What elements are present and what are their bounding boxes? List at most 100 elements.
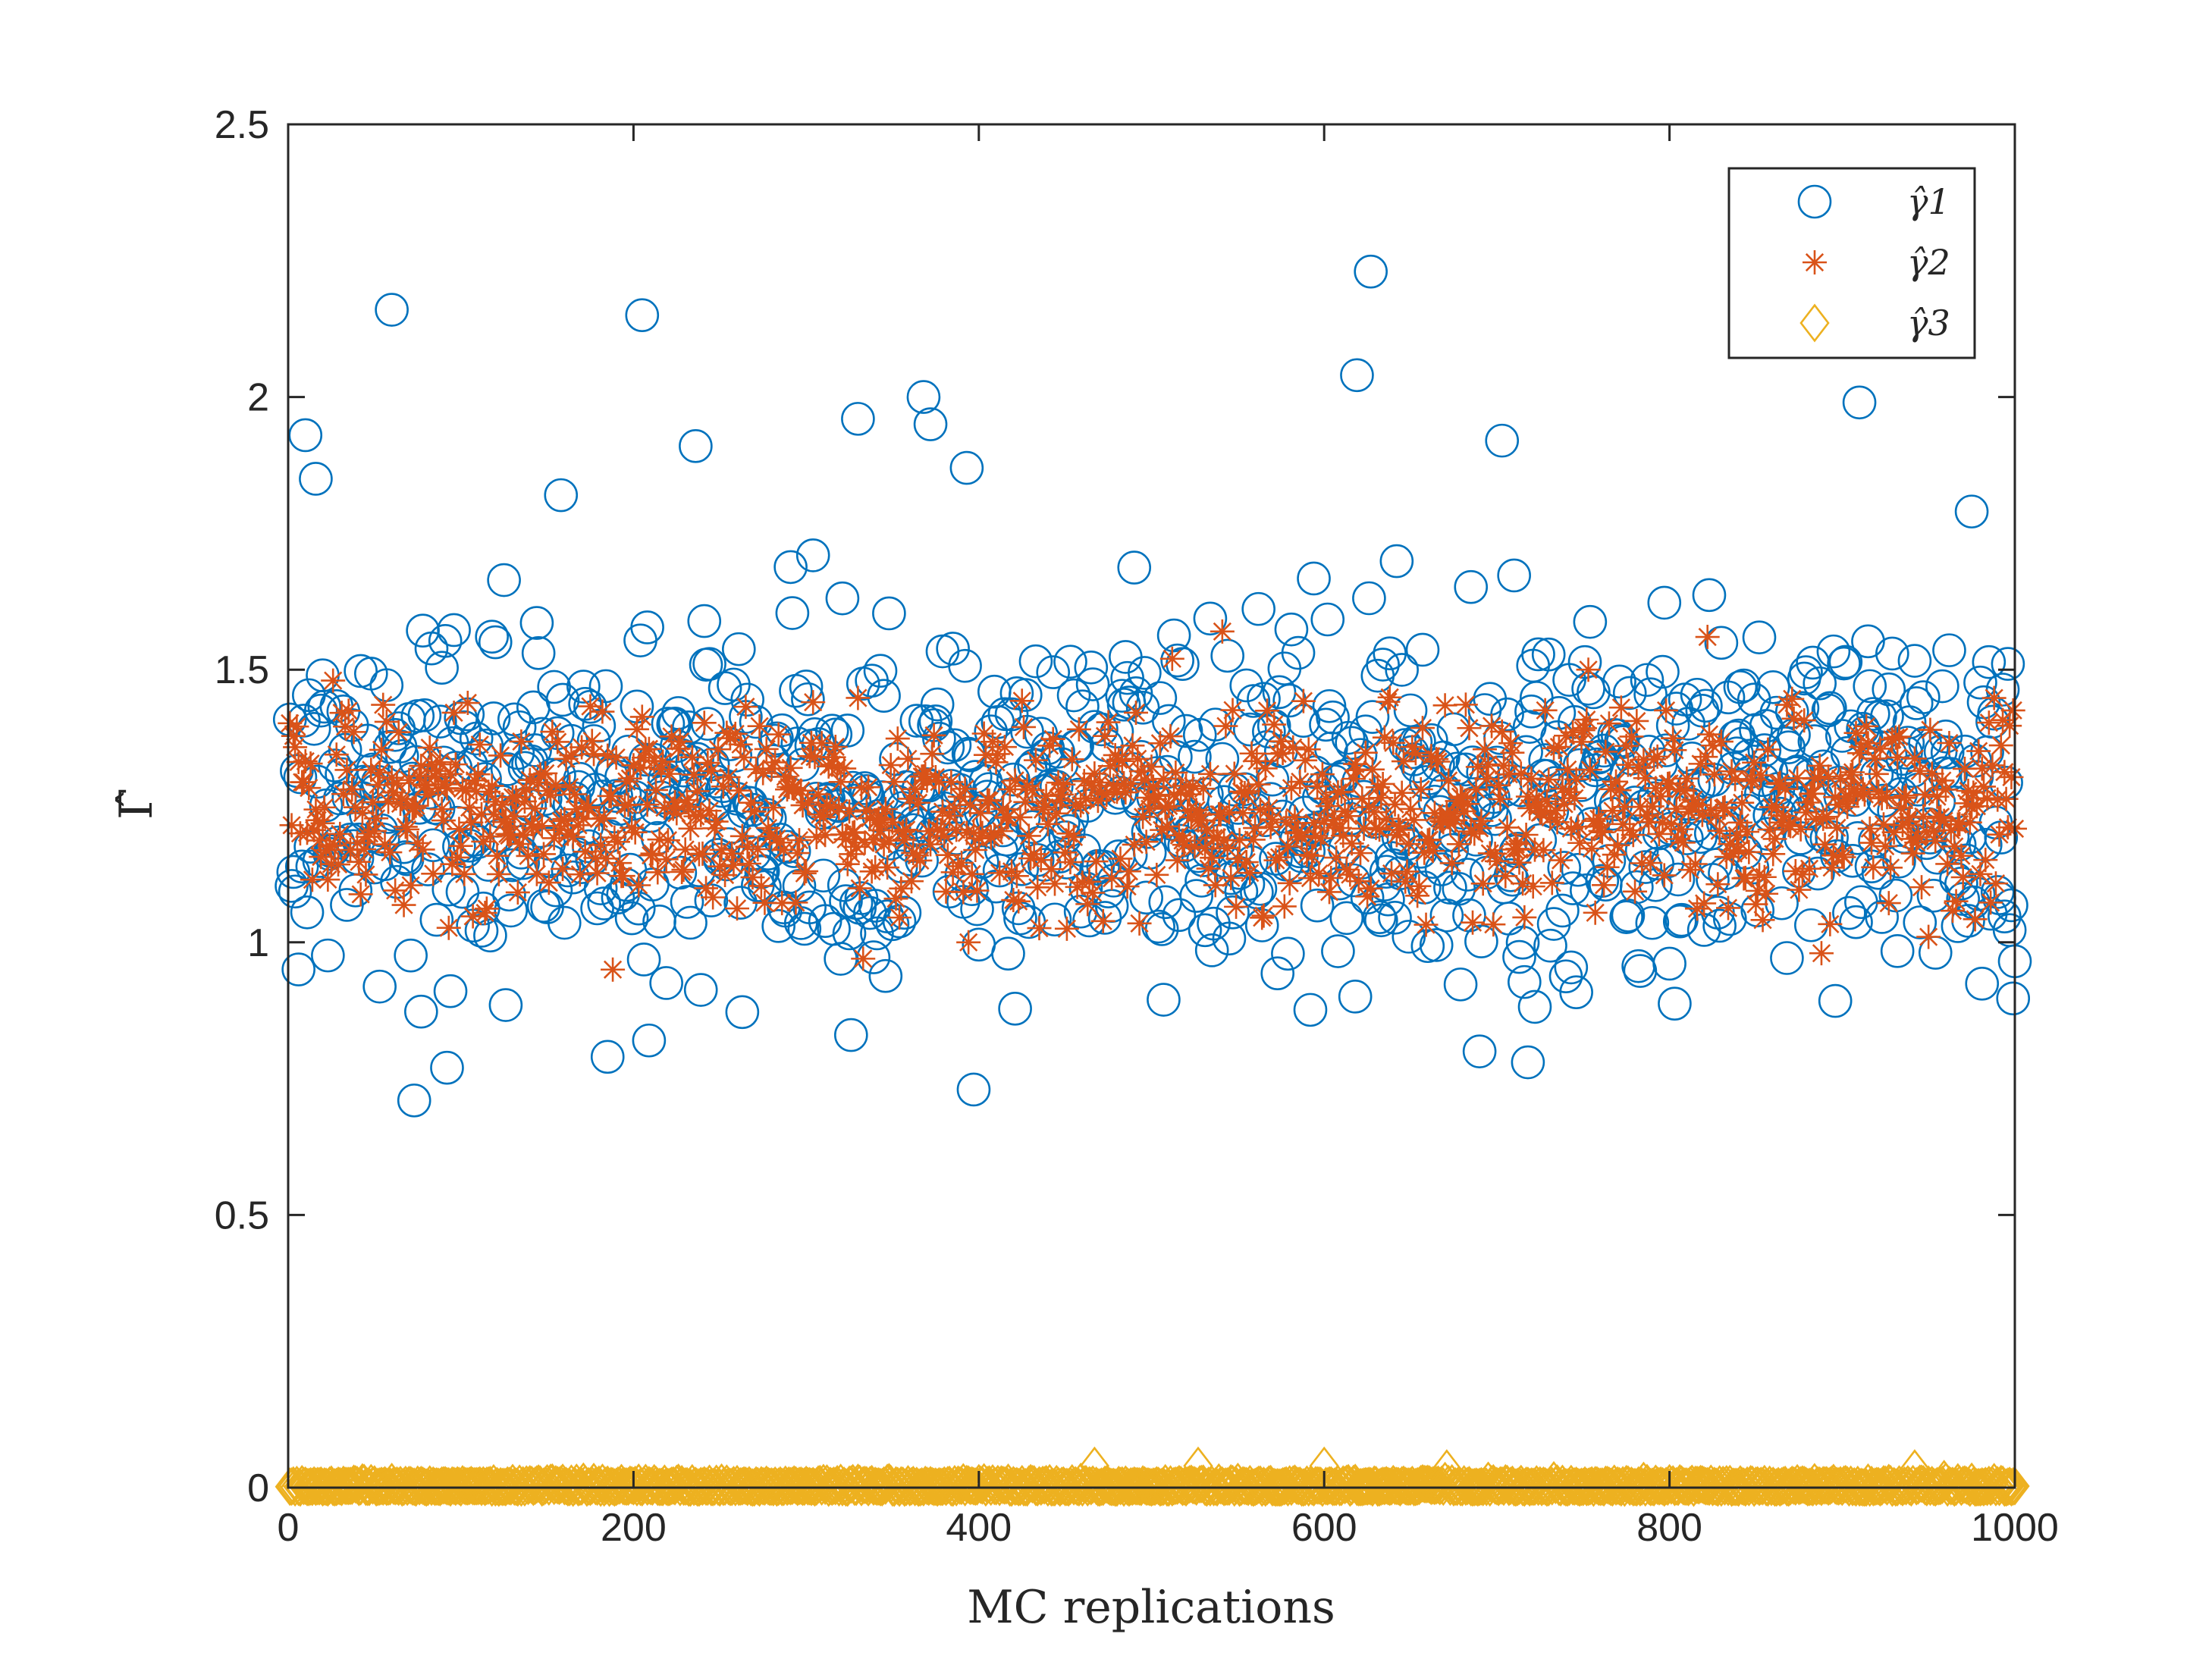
data-point [367,760,392,785]
data-point [1358,876,1383,901]
data-point [604,745,629,770]
data-point [1925,669,1959,704]
data-point [1604,769,1629,794]
data-point [1443,967,1478,1002]
data-point [559,743,584,768]
data-point [1002,768,1028,793]
x-tick-labels: 0 200 400 600 800 1000 [278,1506,2059,1550]
data-point [970,820,995,845]
data-point [695,751,720,776]
data-point [1595,855,1620,880]
data-point [1515,784,1540,809]
data-point [421,861,446,886]
data-point [573,839,598,864]
data-point [1608,695,1633,720]
data-point [567,862,592,887]
data-point [839,842,864,867]
data-point [1044,801,1069,826]
data-point [1363,815,1388,840]
data-point [607,851,632,876]
data-point [303,797,328,822]
data-point [472,901,497,925]
data-point [1381,730,1406,755]
data-point [362,818,387,843]
data-point [1116,859,1141,884]
data-point [1981,685,2006,710]
legend-item: γ̂2 [1803,242,1950,283]
data-point [1803,666,1837,701]
legend-label: γ̂3 [1907,303,1950,343]
data-point [1965,967,2000,1001]
data-point [1695,625,1720,650]
data-point [871,832,896,857]
data-point [676,795,701,820]
data-point [1039,857,1064,882]
data-point [1384,823,1409,848]
data-point [1047,788,1072,813]
data-point [579,729,604,754]
data-point [321,668,346,693]
data-point [541,826,566,851]
data-point [1963,665,1997,700]
data-point [1369,786,1394,811]
data-point [1281,635,1316,670]
data-point [832,756,857,781]
data-point [275,869,309,903]
data-point [1875,636,1909,671]
data-point [1757,817,1782,842]
data-point [1271,936,1305,971]
data-point [1336,804,1361,829]
data-point [1440,751,1474,786]
data-point [1870,699,1904,733]
data-point [1512,905,1537,930]
data-point [977,789,1002,814]
data-point [1840,821,1875,855]
data-point [364,806,389,831]
data-point [1385,653,1419,687]
data-point [1552,792,1577,817]
data-point [614,901,649,936]
data-point [894,817,919,842]
data-point [1633,766,1658,791]
data-point [1455,792,1480,817]
data-point [1275,834,1301,859]
data-point [1344,757,1370,782]
data-point [1696,722,1721,747]
data-point [1210,619,1235,644]
data-point [1231,801,1256,826]
data-point [778,755,803,780]
data-point [889,876,914,901]
data-point [1645,744,1670,769]
data-point [516,843,541,868]
data-point [908,848,933,873]
data-point [512,789,537,814]
data-point [1251,903,1276,928]
data-point [1866,779,1891,804]
data-point [1726,838,1751,863]
data-point [315,867,340,892]
data-point [1814,804,1839,830]
data-point [1236,684,1271,718]
data-point [538,782,563,808]
data-point [1320,811,1345,836]
data-point [1451,799,1476,823]
data-point [1577,757,1602,782]
data-point [1749,709,1784,743]
data-point [1950,865,1975,890]
data-point [378,840,403,865]
data-point [947,784,972,809]
data-point [1747,862,1771,887]
data-point [1878,855,1903,880]
data-point [868,958,903,993]
data-point [1058,850,1083,875]
data-point [1179,879,1214,913]
data-point [1315,794,1340,819]
data-point [409,754,434,779]
data-point [473,918,507,953]
data-point [407,764,432,789]
data-point [560,824,585,849]
x-tick-label: 800 [1636,1506,1702,1550]
data-point [725,995,760,1030]
data-point [1707,818,1732,843]
data-point [1702,908,1737,943]
